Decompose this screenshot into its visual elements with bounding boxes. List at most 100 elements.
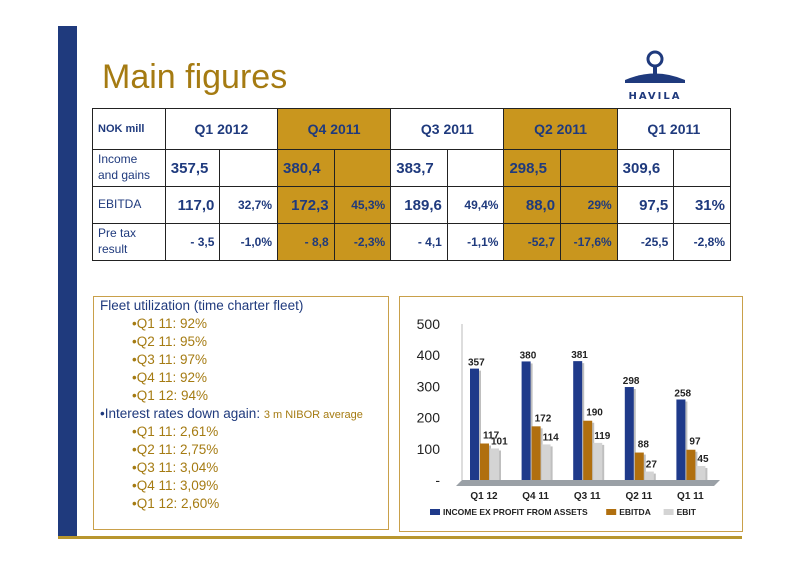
table-cell (673, 149, 731, 187)
bar-shadow (530, 363, 533, 480)
bar (470, 368, 479, 480)
table-cell: -17,6% (560, 223, 618, 261)
x-tick-label: Q1 12 (470, 491, 498, 502)
bar-shadow (602, 444, 605, 480)
table-cell: 31% (673, 186, 731, 224)
period-header: Q4 2011 (277, 108, 392, 150)
row-label: EBITDA (92, 186, 166, 224)
table-cell: 49,4% (446, 186, 505, 224)
fleet-utilization-box: Fleet utilization (time charter fleet) •… (93, 296, 389, 530)
interest-item: •Q2 11: 2,75% (132, 442, 219, 457)
table-cell: 88,0 (503, 186, 562, 224)
data-label: 298 (623, 376, 640, 387)
main-figures-table: NOK mill Q1 2012 Q4 2011 Q3 2011 Q2 2011… (92, 108, 732, 261)
legend-label: EBIT (677, 507, 697, 517)
period-header: Q2 2011 (503, 108, 618, 150)
data-label: 27 (646, 460, 658, 471)
legend-label: EBITDA (619, 507, 651, 517)
data-label: 258 (674, 389, 691, 400)
bar (573, 361, 583, 480)
period-header: Q1 2011 (616, 108, 732, 150)
left-accent-bar (58, 26, 77, 536)
table-cell (219, 149, 279, 187)
table-cell: 29% (560, 186, 618, 224)
y-tick-label: 300 (417, 378, 441, 394)
table-cell: 97,5 (616, 186, 675, 224)
data-label: 119 (594, 431, 611, 442)
table-cell: 172,3 (277, 186, 335, 224)
bar (531, 426, 541, 480)
data-label: 117 (483, 430, 500, 441)
bar (490, 448, 499, 480)
bar (644, 471, 654, 480)
data-label: 380 (520, 350, 537, 361)
bar (480, 443, 489, 480)
fleet-item: •Q3 11: 97% (132, 352, 208, 367)
table-cell: -1,1% (446, 223, 505, 261)
period-header: Q1 2012 (164, 108, 279, 150)
table-cell (446, 149, 505, 187)
table-cell: - 8,8 (277, 223, 335, 261)
table-cell: -25,5 (616, 223, 675, 261)
fleet-item: •Q4 11: 92% (132, 370, 208, 385)
logo-wordmark: HAVILA (628, 91, 682, 102)
bar (583, 420, 593, 480)
data-label: 114 (543, 432, 560, 443)
bar-shadow (479, 370, 481, 480)
bar-shadow (633, 389, 636, 480)
bar-shadow (550, 446, 553, 480)
table-cell: 383,7 (390, 149, 448, 187)
y-tick-label: 100 (417, 441, 441, 457)
table-cell: -1,0% (219, 223, 279, 261)
interest-note: 3 m NIBOR average (263, 409, 363, 421)
fleet-item: •Q1 11: 92% (132, 316, 208, 331)
bar (686, 449, 696, 480)
row-label: Income and gains (92, 149, 166, 187)
y-tick-label: 400 (417, 347, 441, 363)
unit-label: NOK mill (92, 108, 166, 150)
legend-swatch (430, 509, 440, 515)
data-label: 172 (535, 413, 552, 424)
table-cell: -52,7 (503, 223, 562, 261)
data-label: 101 (491, 436, 508, 447)
bar-shadow (643, 454, 646, 480)
data-label: 190 (586, 408, 603, 419)
page-title: Main figures (102, 58, 288, 96)
table-cell: -2,3% (333, 223, 392, 261)
table-cell: 32,7% (219, 186, 279, 224)
data-label: 97 (689, 437, 701, 448)
interest-item: •Q1 12: 2,60% (132, 496, 220, 511)
data-label: 45 (697, 454, 709, 465)
interest-item: •Q3 11: 3,04% (132, 460, 219, 475)
fleet-heading: Fleet utilization (time charter fleet) (100, 298, 304, 313)
x-tick-label: Q2 11 (625, 491, 652, 502)
legend-swatch (606, 509, 617, 515)
fleet-item: •Q2 11: 95% (132, 334, 208, 349)
bar (541, 444, 551, 480)
interest-item: •Q4 11: 3,09% (132, 478, 219, 493)
bar (593, 442, 603, 480)
financials-chart-box: - 100 200 300 400 500 357 117 101 Q1 12 380 172 114 Q… (399, 296, 743, 532)
bar (676, 399, 686, 480)
table-cell: 380,4 (277, 149, 335, 187)
interest-item: •Q1 11: 2,61% (132, 424, 219, 439)
interest-heading: •Interest rates down again: (100, 406, 261, 421)
legend-label: INCOME EX PROFIT FROM ASSETS (443, 507, 588, 517)
x-tick-label: Q3 11 (574, 491, 601, 502)
table-row: Income and gains 357,5 380,4 383,7 298,5… (92, 149, 731, 187)
bar (521, 361, 531, 480)
table-cell: -2,8% (673, 223, 731, 261)
table-cell: 189,6 (390, 186, 448, 224)
bar-shadow (653, 473, 656, 480)
table-cell: - 4,1 (390, 223, 448, 261)
x-tick-label: Q1 11 (677, 491, 704, 502)
y-tick-label: 500 (417, 316, 441, 332)
fleet-item: •Q1 12: 94% (132, 388, 209, 403)
data-label: 381 (571, 350, 588, 361)
table-cell: 309,6 (616, 149, 675, 187)
bar-shadow (695, 451, 698, 480)
bar (696, 465, 706, 480)
table-cell (560, 149, 618, 187)
table-cell: 298,5 (503, 149, 562, 187)
